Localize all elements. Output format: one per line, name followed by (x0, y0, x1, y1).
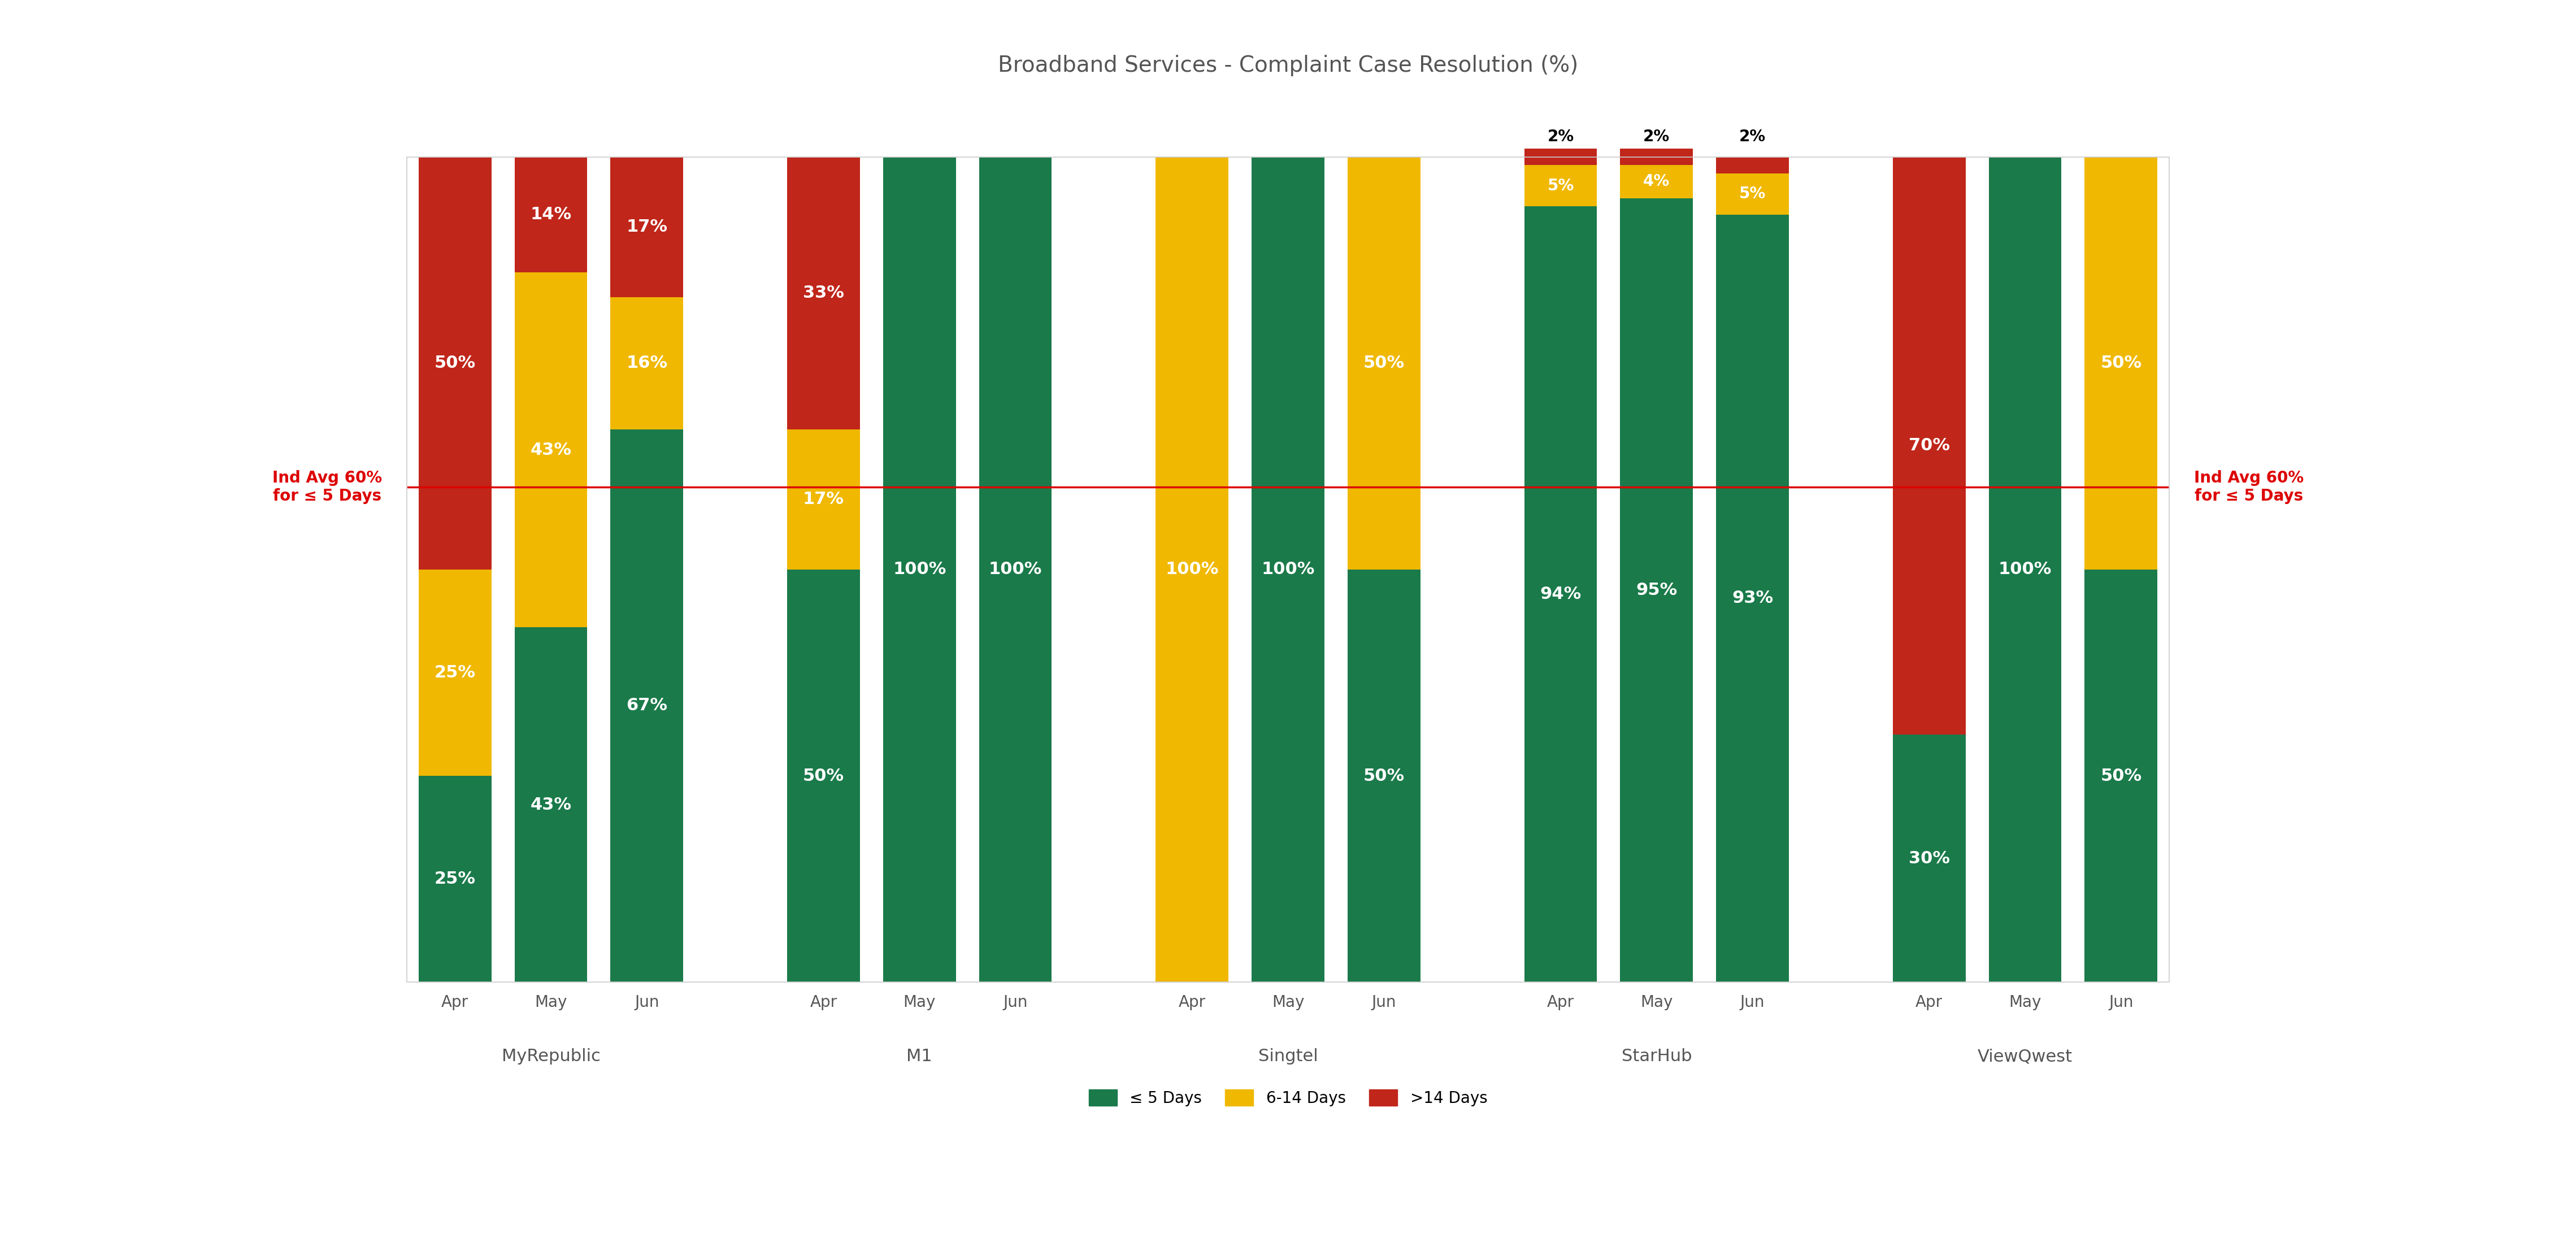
Text: Jun: Jun (1741, 994, 1765, 1010)
Bar (1716, 173, 1788, 214)
Text: May: May (1273, 994, 1303, 1010)
Text: 43%: 43% (531, 796, 572, 813)
Bar (1620, 149, 1692, 165)
Text: Jun: Jun (1002, 994, 1028, 1010)
Bar (1525, 207, 1597, 982)
Text: Ind Avg 60%
for ≤ 5 Days: Ind Avg 60% for ≤ 5 Days (273, 470, 381, 504)
Bar (515, 628, 587, 982)
Bar (2084, 157, 2156, 569)
Bar (788, 569, 860, 982)
Text: 4%: 4% (1643, 173, 1669, 189)
Text: 5%: 5% (1548, 178, 1574, 193)
Text: 94%: 94% (1540, 586, 1582, 603)
Bar (420, 569, 492, 776)
Bar (1893, 734, 1965, 982)
Text: 43%: 43% (531, 442, 572, 458)
Text: 50%: 50% (435, 355, 477, 371)
Text: 50%: 50% (804, 768, 845, 784)
Text: Apr: Apr (440, 994, 469, 1010)
Text: Jun: Jun (634, 994, 659, 1010)
Text: Ind Avg 60%
for ≤ 5 Days: Ind Avg 60% for ≤ 5 Days (2195, 470, 2303, 504)
Text: 93%: 93% (1731, 591, 1772, 607)
Legend: ≤ 5 Days, 6-14 Days, >14 Days: ≤ 5 Days, 6-14 Days, >14 Days (1090, 1089, 1486, 1107)
Bar (1716, 214, 1788, 982)
Text: May: May (904, 994, 935, 1010)
Bar (1525, 149, 1597, 165)
Text: Apr: Apr (1177, 994, 1206, 1010)
Text: 25%: 25% (435, 665, 477, 681)
Bar (1620, 198, 1692, 982)
Text: ViewQwest: ViewQwest (1978, 1049, 2074, 1065)
Text: 50%: 50% (1363, 768, 1404, 784)
Text: Apr: Apr (1917, 994, 1942, 1010)
Bar (1252, 157, 1324, 982)
Text: 100%: 100% (1999, 561, 2050, 578)
Text: 16%: 16% (626, 355, 667, 371)
Bar (1347, 157, 1419, 569)
Text: Jun: Jun (1370, 994, 1396, 1010)
Text: 50%: 50% (2099, 355, 2141, 371)
Text: 33%: 33% (804, 285, 845, 301)
Bar (1716, 157, 1788, 173)
Bar (1525, 165, 1597, 207)
Text: Apr: Apr (809, 994, 837, 1010)
Text: 100%: 100% (1164, 561, 1218, 578)
Bar (611, 297, 683, 430)
Text: Singtel: Singtel (1257, 1049, 1319, 1065)
Text: 2%: 2% (1548, 129, 1574, 145)
Bar (407, 157, 2169, 982)
Bar (420, 776, 492, 982)
Text: 100%: 100% (1262, 561, 1314, 578)
Text: May: May (1641, 994, 1672, 1010)
Text: M1: M1 (907, 1049, 933, 1065)
Text: 2%: 2% (1643, 129, 1669, 145)
Text: 50%: 50% (1363, 355, 1404, 371)
Text: StarHub: StarHub (1620, 1049, 1692, 1065)
Text: 100%: 100% (894, 561, 945, 578)
Text: 17%: 17% (804, 491, 845, 508)
Bar (788, 430, 860, 569)
Title: Broadband Services - Complaint Case Resolution (%): Broadband Services - Complaint Case Reso… (997, 54, 1579, 76)
Text: 95%: 95% (1636, 582, 1677, 598)
Text: 17%: 17% (626, 219, 667, 235)
Text: Apr: Apr (1548, 994, 1574, 1010)
Bar (1893, 157, 1965, 734)
Text: 70%: 70% (1909, 437, 1950, 454)
Bar (2084, 569, 2156, 982)
Text: 67%: 67% (626, 697, 667, 714)
Text: 2%: 2% (1739, 129, 1765, 145)
Text: MyRepublic: MyRepublic (502, 1049, 600, 1065)
Bar (515, 272, 587, 628)
Bar (611, 430, 683, 982)
Text: 100%: 100% (989, 561, 1043, 578)
Text: 50%: 50% (2099, 768, 2141, 784)
Bar (611, 157, 683, 297)
Text: 25%: 25% (435, 870, 477, 888)
Text: 14%: 14% (531, 207, 572, 223)
Bar (979, 157, 1051, 982)
Bar (515, 157, 587, 272)
Bar (788, 157, 860, 430)
Bar (420, 157, 492, 569)
Bar (1347, 569, 1419, 982)
Text: May: May (2009, 994, 2040, 1010)
Bar (1157, 157, 1229, 982)
Text: 30%: 30% (1909, 851, 1950, 867)
Bar (1620, 165, 1692, 198)
Bar (1989, 157, 2061, 982)
Text: 5%: 5% (1739, 186, 1765, 202)
Text: Jun: Jun (2110, 994, 2133, 1010)
Bar (884, 157, 956, 982)
Text: May: May (536, 994, 567, 1010)
